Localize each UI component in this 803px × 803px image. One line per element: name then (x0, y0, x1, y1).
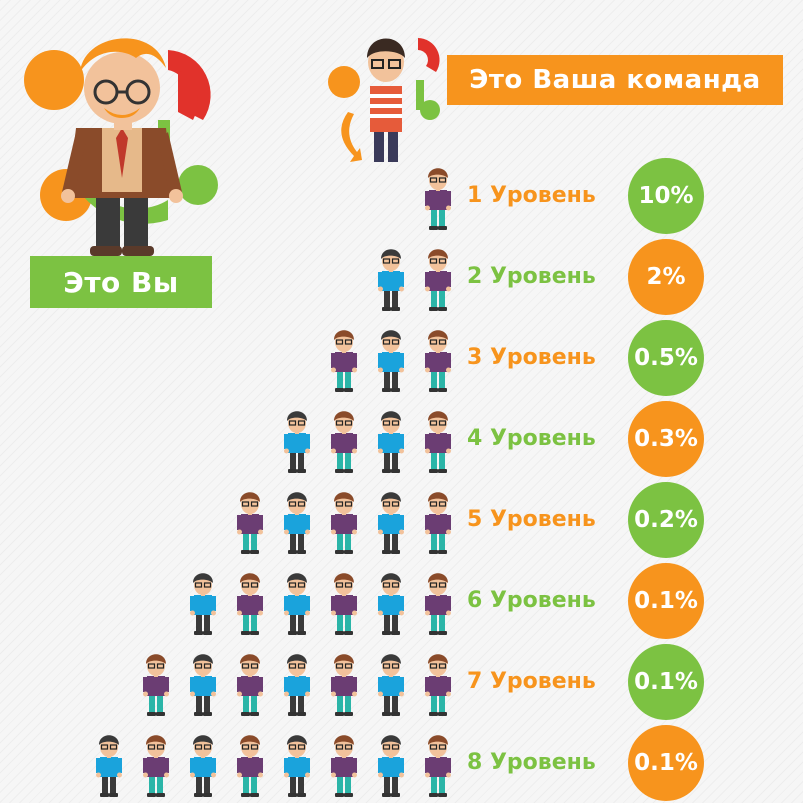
team-member-icon (187, 654, 219, 716)
team-member-icon (375, 573, 407, 635)
level-percent-badge: 10% (628, 158, 704, 234)
team-member-icon (422, 492, 454, 554)
team-member-icon (281, 492, 313, 554)
you-label: Это Вы (30, 256, 212, 308)
level-label: 5 Уровень (467, 507, 596, 532)
team-member-icon (281, 654, 313, 716)
team-member-icon (375, 654, 407, 716)
level-label: 7 Уровень (467, 669, 596, 694)
team-member-icon (328, 411, 360, 473)
team-member-icon (93, 735, 125, 797)
level-label: 1 Уровень (467, 183, 596, 208)
level-percent-badge: 0.1% (628, 563, 704, 639)
team-member-icon (187, 573, 219, 635)
team-member-icon (375, 492, 407, 554)
team-member-icon (234, 492, 266, 554)
team-member-icon (328, 735, 360, 797)
team-member-icon (187, 735, 219, 797)
team-member-icon (422, 411, 454, 473)
team-member-icon (328, 654, 360, 716)
team-member-icon (281, 411, 313, 473)
team-member-icon (422, 654, 454, 716)
team-member-icon (328, 573, 360, 635)
team-member-icon (422, 573, 454, 635)
level-percent-badge: 0.3% (628, 401, 704, 477)
team-member-icon (234, 735, 266, 797)
team-member-icon (422, 330, 454, 392)
level-label: 4 Уровень (467, 426, 596, 451)
team-member-icon (234, 654, 266, 716)
team-member-icon (140, 654, 172, 716)
team-character-illustration (328, 38, 440, 162)
team-member-icon (328, 492, 360, 554)
level-percent-badge: 0.1% (628, 725, 704, 801)
team-member-icon (422, 168, 454, 230)
you-character-illustration (24, 38, 218, 256)
level-label: 3 Уровень (467, 345, 596, 370)
team-member-icon (375, 735, 407, 797)
level-percent-badge: 0.1% (628, 644, 704, 720)
team-member-icon (375, 249, 407, 311)
level-percent-badge: 2% (628, 239, 704, 315)
level-label: 2 Уровень (467, 264, 596, 289)
level-label: 8 Уровень (467, 750, 596, 775)
team-member-icon (422, 735, 454, 797)
level-label: 6 Уровень (467, 588, 596, 613)
team-member-icon (234, 573, 266, 635)
team-member-icon (281, 735, 313, 797)
level-percent-badge: 0.2% (628, 482, 704, 558)
level-percent-badge: 0.5% (628, 320, 704, 396)
team-member-icon (281, 573, 313, 635)
team-label: Это Ваша команда (447, 55, 783, 105)
team-member-icon (328, 330, 360, 392)
team-member-icon (422, 249, 454, 311)
team-member-icon (140, 735, 172, 797)
team-member-icon (375, 330, 407, 392)
team-member-icon (375, 411, 407, 473)
